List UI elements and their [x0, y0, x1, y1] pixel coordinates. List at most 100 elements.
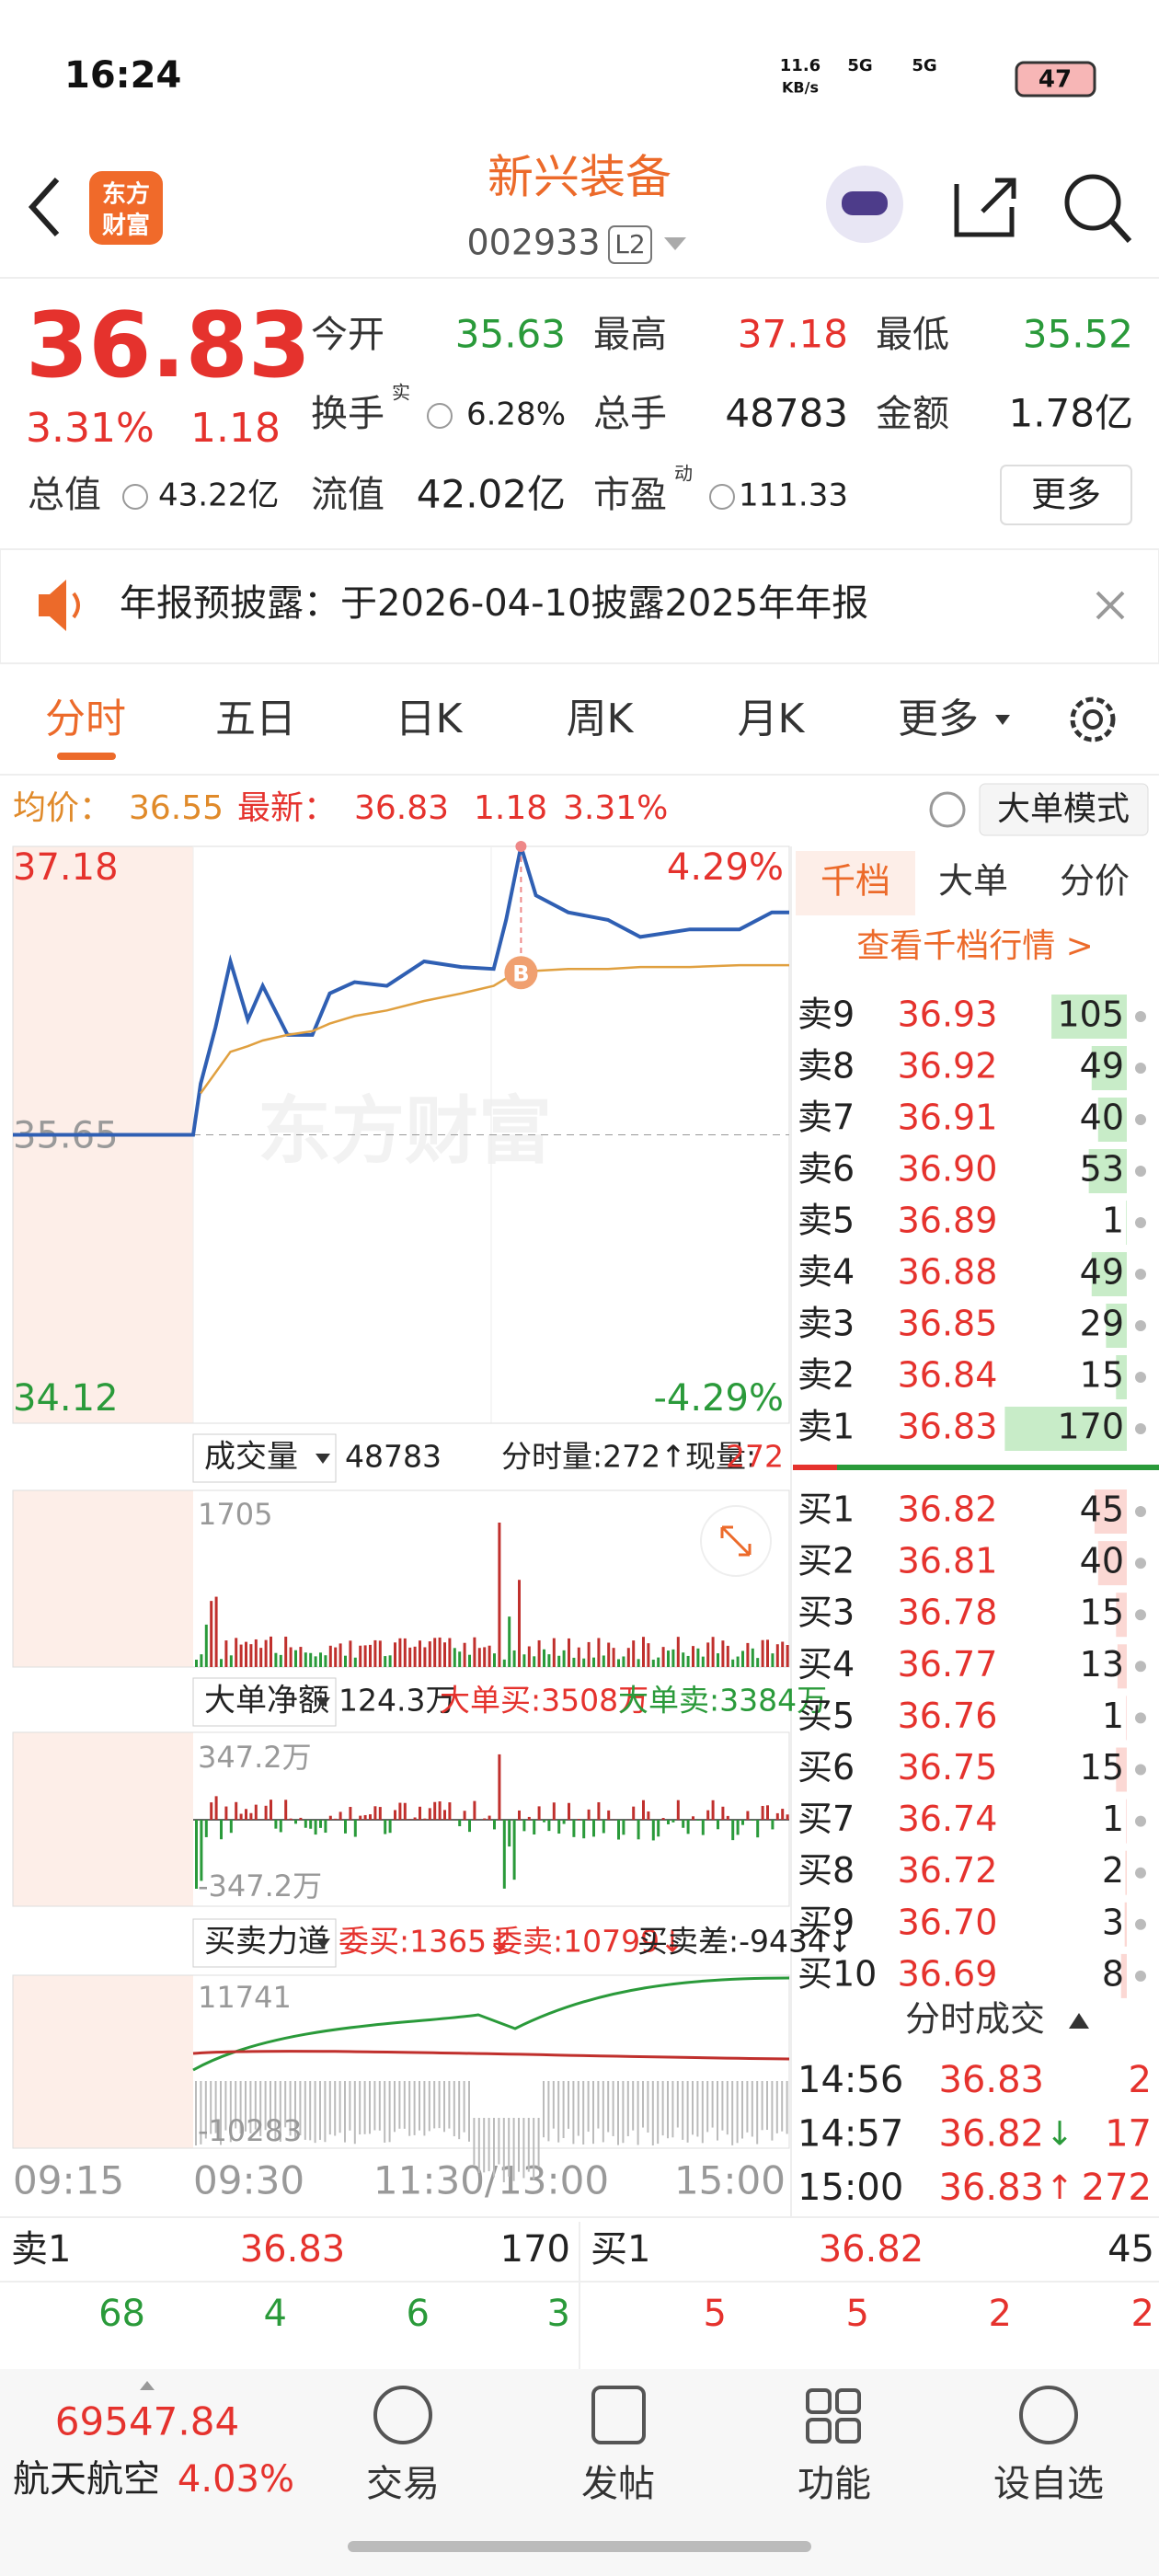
selector-box[interactable] [192, 1677, 337, 1727]
scale-label: 347.2万 [198, 1740, 312, 1775]
active-book-tab[interactable] [796, 851, 915, 915]
volume-bar-decor [299, 1647, 303, 1667]
volume-bar-decor [701, 1656, 705, 1667]
nav-item[interactable]: 设自选 [993, 2463, 1104, 2505]
tab[interactable]: 月K [738, 696, 806, 742]
preopen-shade [13, 1975, 193, 2148]
book-tab[interactable]: 分价 [1060, 861, 1130, 902]
settings-button[interactable] [1070, 696, 1116, 742]
volume-bar-decor [309, 1652, 313, 1667]
volume-bar-decor [522, 1654, 526, 1667]
close-notice[interactable] [1096, 591, 1125, 620]
share-button[interactable] [954, 178, 1016, 237]
volume-bar-decor [443, 1642, 446, 1667]
book-price: 36.74 [898, 1799, 998, 1839]
big-order-bar-decor [746, 1811, 750, 1820]
change: 1.18 [190, 405, 281, 452]
clock: 16:24 [64, 54, 181, 97]
volume-bar-decor [771, 1653, 775, 1667]
info-icon[interactable] [709, 484, 735, 510]
book-tab[interactable]: 千档 [820, 861, 890, 902]
mode-button[interactable] [979, 783, 1149, 836]
big-order-bar-decor [751, 1820, 754, 1822]
selector[interactable]: 大单净额 [204, 1683, 329, 1719]
row-dot [1135, 1269, 1146, 1280]
help-button[interactable] [929, 791, 966, 828]
tab[interactable]: 分时 [45, 696, 126, 742]
force-bar-decor [235, 2081, 237, 2129]
selector-box[interactable] [192, 1918, 337, 1968]
big-order-bar-decor [617, 1820, 620, 1840]
trades-toggle[interactable] [1069, 2013, 1089, 2029]
selector-box[interactable] [192, 1433, 337, 1483]
volume-bar-decor [547, 1654, 551, 1667]
book-tab[interactable]: 大单 [938, 861, 1008, 902]
nav-item[interactable]: 功能 [798, 2463, 871, 2505]
ticker-name[interactable]: 航天航空 [13, 2458, 160, 2501]
info-icon[interactable] [427, 403, 453, 429]
back-button[interactable] [28, 177, 60, 237]
ticker-value[interactable]: 69547.84 [55, 2399, 239, 2444]
volume-bar-decor [408, 1647, 412, 1667]
nav-item[interactable]: 交易 [366, 2463, 440, 2505]
nav-item[interactable]: 发帖 [581, 2463, 655, 2505]
force-bar-decor [254, 2081, 257, 2130]
force-bar-decor [706, 2081, 709, 2133]
big-order-bar-decor [682, 1820, 685, 1828]
qty-bar [1124, 1902, 1127, 1947]
book-qty: 1 [1102, 1696, 1124, 1736]
big-order-bar-decor [577, 1819, 580, 1820]
volume-bar-decor [473, 1637, 476, 1667]
field-label: 换手 [311, 393, 384, 435]
force-bar-decor [651, 2081, 654, 2145]
big-order-bar-decor [463, 1811, 466, 1820]
big-order-bar-decor [334, 1818, 338, 1820]
trades-title[interactable]: 分时成交 [905, 1999, 1045, 2040]
force-bar-decor [334, 2081, 337, 2136]
force-bar-decor [502, 2118, 505, 2182]
book-link[interactable]: 查看千档行情 > [856, 927, 1094, 965]
scale-label: -347.2万 [198, 1869, 322, 1903]
volume-bar-decor [433, 1638, 437, 1667]
search-button[interactable] [1064, 174, 1121, 231]
force-bar-decor [731, 2081, 734, 2145]
ask-force-line [192, 2050, 790, 2061]
tab[interactable]: 更多 [898, 696, 979, 742]
volume-bar-decor [557, 1655, 561, 1667]
volume-bar-decor [324, 1655, 327, 1667]
big-order-bar-decor [339, 1811, 342, 1820]
volume-bar-decor [671, 1649, 675, 1667]
selector[interactable]: 成交量 [204, 1439, 298, 1476]
info-icon[interactable] [122, 484, 148, 510]
book-qty: 45 [1080, 1489, 1124, 1530]
code-dropdown[interactable] [664, 237, 686, 250]
big-order-bar-decor [483, 1818, 487, 1820]
row-dot [1135, 1661, 1146, 1673]
more-text[interactable]: 更多 [1031, 475, 1101, 515]
volume-bar-decor [726, 1645, 729, 1667]
more-button[interactable] [1000, 465, 1132, 525]
tab[interactable]: 周K [567, 696, 635, 742]
book-split-green [837, 1465, 1159, 1470]
volume-bar-decor [468, 1654, 471, 1667]
book-qty: 3 [1102, 1902, 1124, 1942]
watermark: 东方财富 [258, 1088, 552, 1174]
book-price: 36.91 [898, 1098, 998, 1138]
force-bar-decor [488, 2118, 490, 2172]
tab[interactable]: 日K [396, 696, 464, 742]
signal: 5G [847, 56, 872, 75]
volume-bar-decor [706, 1642, 710, 1667]
volume-bar-decor [388, 1655, 392, 1667]
row-dot [1135, 1423, 1146, 1434]
field-value: 111.33 [739, 477, 848, 514]
row-dot [1135, 1764, 1146, 1776]
force-bar-decor [363, 2081, 366, 2134]
force-bar-decor [473, 2118, 476, 2165]
selector[interactable]: 买卖力道 [204, 1924, 329, 1961]
book-price: 36.81 [898, 1541, 998, 1581]
force-bar-decor [264, 2081, 267, 2131]
tab[interactable]: 五日 [215, 696, 296, 742]
nav-icon-func [835, 2418, 861, 2444]
force-bar-decor [388, 2081, 391, 2143]
mode-text[interactable]: 大单模式 [997, 790, 1130, 828]
